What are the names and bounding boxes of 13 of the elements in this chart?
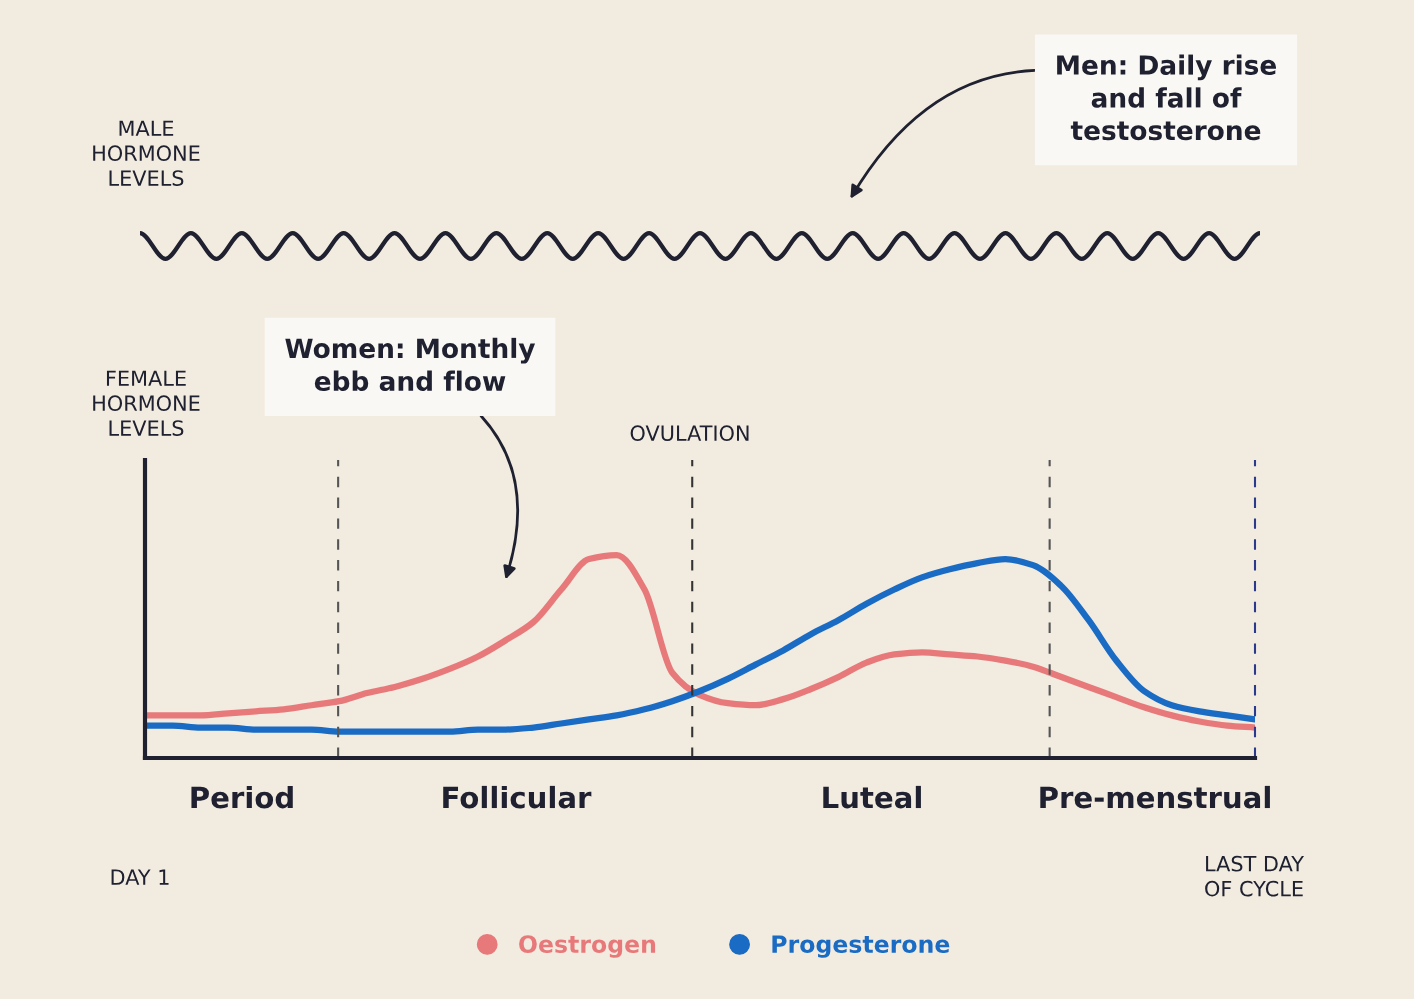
text: Women: Monthly ebb and flow [285, 337, 536, 392]
y-axis-title: FEMALE HORMONE LEVELS [93, 370, 200, 436]
text: Period [191, 785, 293, 809]
text: Pre-menstrual [1040, 785, 1270, 809]
text: Luteal [823, 785, 921, 809]
text: Men: Daily rise and fall of testosterone [1057, 54, 1276, 141]
y-axis-title: MALE HORMONE LEVELS [93, 120, 200, 186]
text: LAST DAY OF CYCLE [1205, 855, 1305, 897]
text: DAY 1 [111, 869, 169, 885]
legend-label: Oestrogen [519, 935, 656, 958]
text: Follicular [443, 785, 592, 809]
legend-label: Progesterone [772, 935, 950, 958]
text: OVULATION [630, 425, 749, 442]
